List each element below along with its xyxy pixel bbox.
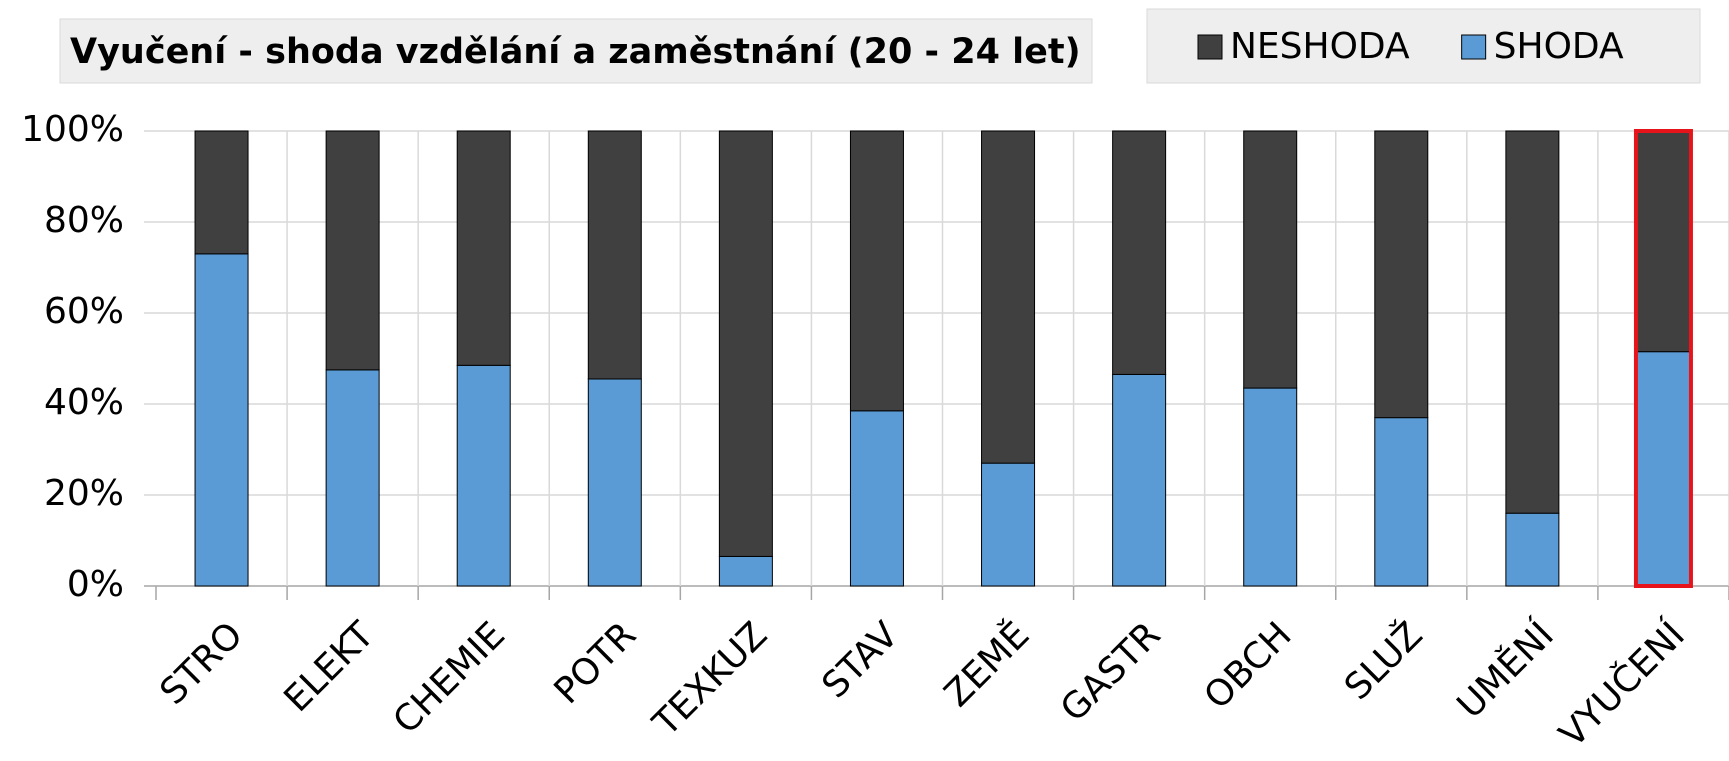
bar-segment xyxy=(1636,351,1691,587)
legend-swatch xyxy=(1197,34,1223,60)
legend-box xyxy=(1146,8,1701,84)
bar-segment xyxy=(849,410,904,587)
bar-segment xyxy=(1505,512,1560,587)
y-tick-label: 60% xyxy=(44,291,124,332)
x-tick-label: OBCH xyxy=(1197,614,1300,717)
bar-segment xyxy=(325,130,380,371)
bar-segment xyxy=(1243,387,1298,587)
bar-segment xyxy=(849,130,904,412)
x-tick-label: STAV xyxy=(814,614,906,706)
x-tick-label: POTR xyxy=(547,614,645,712)
bar-segment xyxy=(718,555,773,587)
title-box xyxy=(59,18,1093,84)
bar-segment xyxy=(981,130,1036,464)
highlight-frame xyxy=(1633,129,1693,588)
x-tick-label: TEXKUZ xyxy=(645,614,775,744)
bar-segment xyxy=(1112,130,1167,375)
x-tick-label: VYUČENÍ xyxy=(1551,614,1693,756)
bar-segment xyxy=(194,130,249,255)
x-tick-label: GASTR xyxy=(1053,614,1169,730)
chart-title: Vyučení - shoda vzdělání a zaměstnání (2… xyxy=(70,32,1081,72)
bar-segment xyxy=(1636,130,1691,353)
x-tick-label: ZEMĚ xyxy=(936,614,1037,715)
bar-segment xyxy=(194,253,249,587)
bar-segment xyxy=(718,130,773,557)
bar-segment xyxy=(456,130,511,366)
x-tick-label: UMĚNÍ xyxy=(1449,614,1562,727)
y-tick-label: 20% xyxy=(44,473,124,514)
bar-segment xyxy=(587,378,642,587)
y-tick-label: 0% xyxy=(67,564,124,605)
bar-segment xyxy=(325,369,380,587)
bar-segment xyxy=(1374,130,1429,419)
legend-label: SHODA xyxy=(1494,26,1624,67)
y-tick-label: 40% xyxy=(44,382,124,423)
legend-swatch xyxy=(1461,34,1487,60)
x-tick-label: CHEMIE xyxy=(386,614,514,742)
bar-segment xyxy=(1243,130,1298,389)
bar-segment xyxy=(587,130,642,380)
legend-label: NESHODA xyxy=(1230,26,1410,67)
bar-segment xyxy=(1374,417,1429,587)
x-tick-label: ELEKT xyxy=(276,614,382,720)
bar-segment xyxy=(456,364,511,587)
y-tick-label: 80% xyxy=(44,200,124,241)
bar-segment xyxy=(1112,373,1167,587)
bar-segment xyxy=(1505,130,1560,514)
y-tick-label: 100% xyxy=(21,109,124,150)
x-tick-label: SLUŽ xyxy=(1336,614,1430,708)
x-tick-label: STRO xyxy=(153,614,251,712)
bar-segment xyxy=(981,462,1036,587)
